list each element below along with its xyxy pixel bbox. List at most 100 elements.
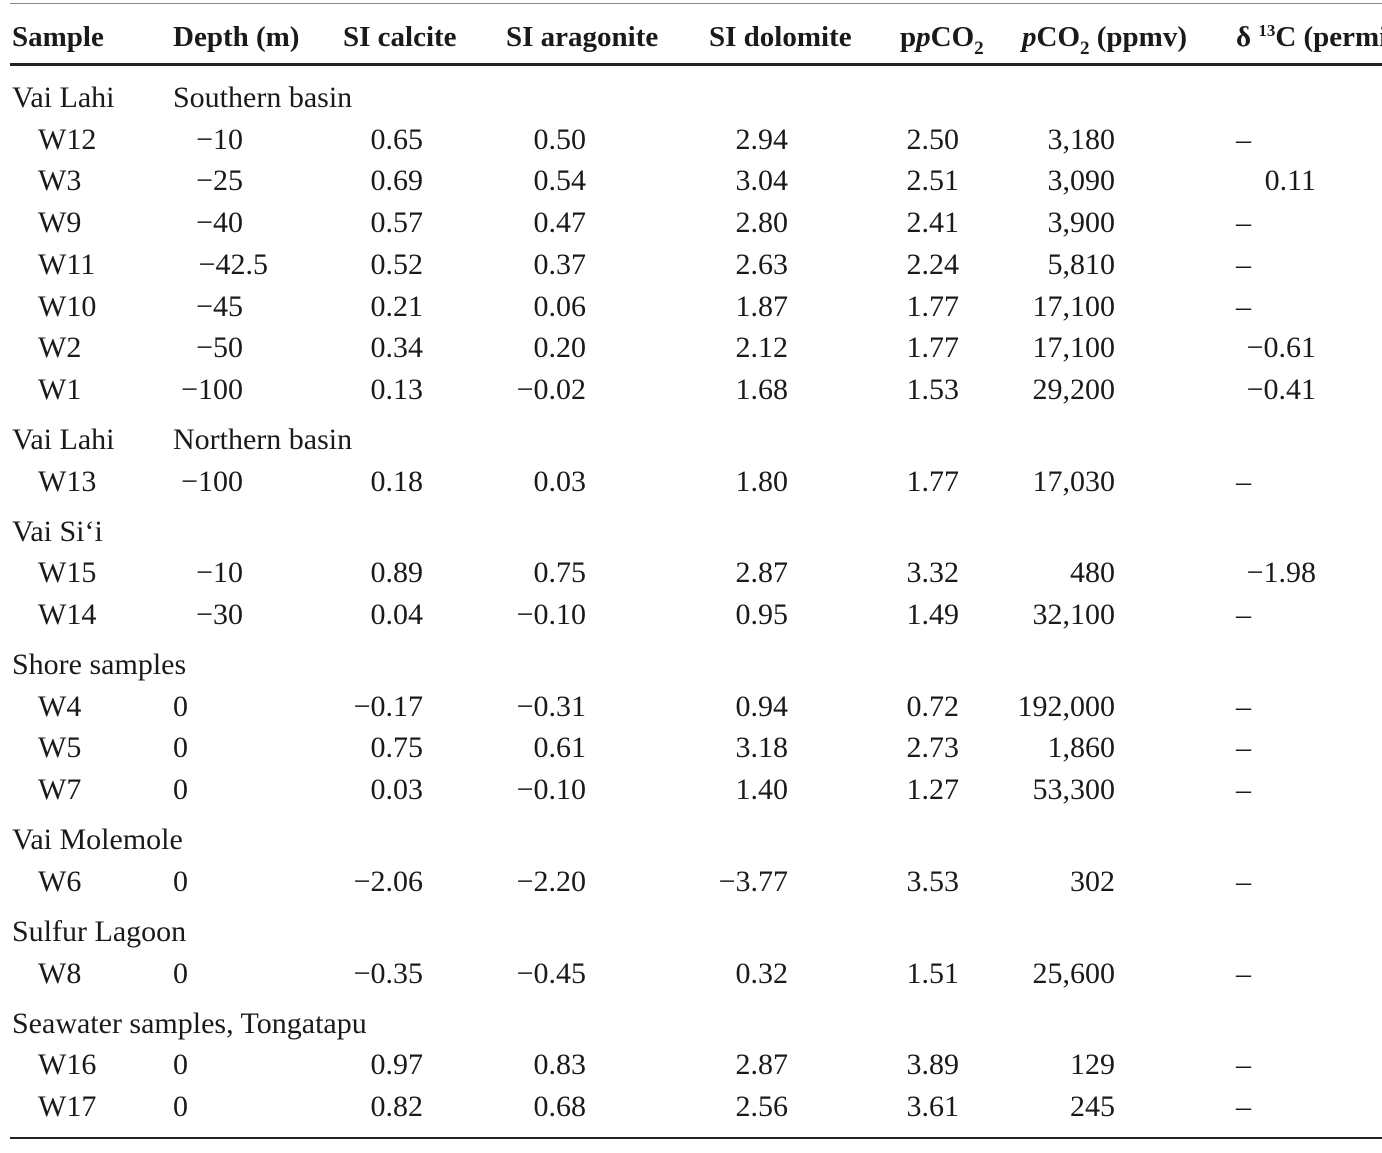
header-superscript: 13 bbox=[1258, 21, 1276, 40]
table-cell: 25,600 bbox=[1032, 956, 1116, 990]
table-cell: 0.94 bbox=[735, 689, 789, 723]
sample-id: W6 bbox=[38, 864, 82, 898]
table-cell: 0.52 bbox=[370, 247, 424, 281]
table-cell: 32,100 bbox=[1032, 598, 1116, 631]
table-cell: 2.73 bbox=[906, 731, 960, 765]
header-cell: Sample bbox=[12, 22, 104, 52]
table-cell: 0 bbox=[173, 689, 188, 723]
sample-id: W7 bbox=[38, 773, 82, 807]
header-text: SI aragonite bbox=[506, 21, 659, 53]
header-text: CO bbox=[930, 21, 975, 53]
table-cell: −0.02 bbox=[516, 372, 586, 406]
table-cell: 1.80 bbox=[735, 464, 789, 498]
group-label: Sulfur Lagoon bbox=[12, 914, 187, 948]
table-cell: 0.61 bbox=[533, 731, 587, 765]
sample-id: W15 bbox=[38, 556, 97, 590]
table-cell: 17,100 bbox=[1032, 331, 1116, 365]
header-text: CO bbox=[1036, 21, 1081, 53]
table-cell: – bbox=[1236, 247, 1251, 281]
table-cell: 480 bbox=[1070, 556, 1115, 590]
group-label: Vai Lahi bbox=[12, 422, 115, 456]
sample-id: W17 bbox=[38, 1089, 97, 1123]
table-cell: −0.10 bbox=[516, 773, 586, 807]
table-cell: 245 bbox=[1070, 1089, 1115, 1123]
sample-id: W16 bbox=[38, 1048, 97, 1082]
table-cell: 302 bbox=[1070, 864, 1115, 898]
table-cell: 0.03 bbox=[533, 464, 587, 498]
table-cell: 0.68 bbox=[533, 1089, 587, 1123]
table-cell: 1.27 bbox=[906, 773, 960, 807]
table-cell: 2.24 bbox=[906, 247, 960, 281]
table-cell: 0.72 bbox=[906, 689, 960, 723]
header-text: p bbox=[1022, 21, 1037, 53]
table-cell: 1.49 bbox=[906, 598, 960, 631]
table-cell: 0 bbox=[173, 1048, 188, 1082]
table-cell: 0.03 bbox=[370, 773, 424, 807]
table-cell: −0.41 bbox=[1246, 372, 1316, 406]
table-cell: −10 bbox=[196, 122, 243, 156]
table-cell: 2.12 bbox=[735, 331, 789, 365]
table-cell: −1.98 bbox=[1246, 556, 1316, 590]
table-cell: 2.50 bbox=[906, 122, 960, 156]
group-sublabel: Southern basin bbox=[173, 81, 353, 114]
sample-id: W14 bbox=[38, 598, 97, 631]
header-cell: SI calcite bbox=[343, 22, 457, 52]
table-cell: 3.89 bbox=[906, 1048, 960, 1082]
table-cell: −100 bbox=[181, 372, 243, 406]
table-cell: −3.77 bbox=[718, 864, 788, 898]
sample-id: W3 bbox=[38, 164, 82, 198]
table-cell: 1,860 bbox=[1047, 731, 1116, 765]
table-cell: 0.37 bbox=[533, 247, 587, 281]
table-cell: 0.21 bbox=[370, 289, 424, 323]
table-cell: – bbox=[1236, 1089, 1251, 1123]
table-cell: 0.75 bbox=[370, 731, 424, 765]
table-cell: – bbox=[1236, 773, 1251, 807]
table-cell: −2.20 bbox=[516, 864, 586, 898]
table-cell: 1.53 bbox=[906, 372, 960, 406]
sample-id: W12 bbox=[38, 122, 97, 156]
header-text: Depth (m) bbox=[173, 21, 300, 53]
sample-id: W9 bbox=[38, 206, 82, 240]
table-cell: −0.45 bbox=[516, 956, 586, 990]
header-cell: SI aragonite bbox=[506, 22, 658, 52]
table-cell: 0.65 bbox=[370, 122, 424, 156]
table-cell: 0.32 bbox=[735, 956, 789, 990]
table-cell: 3.53 bbox=[906, 864, 960, 898]
table-cell: 5,810 bbox=[1047, 247, 1116, 281]
table-cell: 0.18 bbox=[370, 464, 424, 498]
table-cell: 0.04 bbox=[370, 598, 424, 631]
header-text: SI dolomite bbox=[709, 21, 852, 53]
table-cell: 2.41 bbox=[906, 206, 960, 240]
group-label: Seawater samples, Tongatapu bbox=[12, 1006, 367, 1040]
table-cell: −10 bbox=[196, 556, 243, 590]
header-text: p bbox=[916, 21, 931, 53]
group-label: Vai Lahi bbox=[12, 81, 115, 114]
table-cell: 0 bbox=[173, 773, 188, 807]
table-cell: 0 bbox=[173, 864, 188, 898]
table-cell: 0.95 bbox=[735, 598, 789, 631]
table-cell: 3.18 bbox=[735, 731, 789, 765]
table-cell: 53,300 bbox=[1032, 773, 1116, 807]
table-cell: 1.87 bbox=[735, 289, 789, 323]
table-cell: 2.87 bbox=[735, 556, 789, 590]
table-cell: 0.83 bbox=[533, 1048, 587, 1082]
sample-id: W11 bbox=[38, 247, 96, 281]
table-cell: 1.40 bbox=[735, 773, 789, 807]
table-cell: 0.69 bbox=[370, 164, 424, 198]
header-cell: SI dolomite bbox=[709, 22, 852, 52]
table-cell: – bbox=[1236, 464, 1251, 498]
table-cell: 0.89 bbox=[370, 556, 424, 590]
header-subscript: 2 bbox=[974, 38, 984, 59]
table-cell: −30 bbox=[196, 598, 243, 631]
table-cell: 192,000 bbox=[1017, 689, 1116, 723]
top-rule bbox=[10, 3, 1382, 4]
group-label: Shore samples bbox=[12, 648, 187, 681]
table-cell: – bbox=[1236, 956, 1251, 990]
table-cell: −100 bbox=[181, 464, 243, 498]
table-cell: – bbox=[1236, 289, 1251, 323]
header-cell: pCO2 (ppmv) bbox=[1022, 21, 1187, 59]
table-cell: – bbox=[1236, 206, 1251, 240]
header-text: Sample bbox=[12, 21, 104, 53]
table-cell: 3,180 bbox=[1047, 122, 1116, 156]
